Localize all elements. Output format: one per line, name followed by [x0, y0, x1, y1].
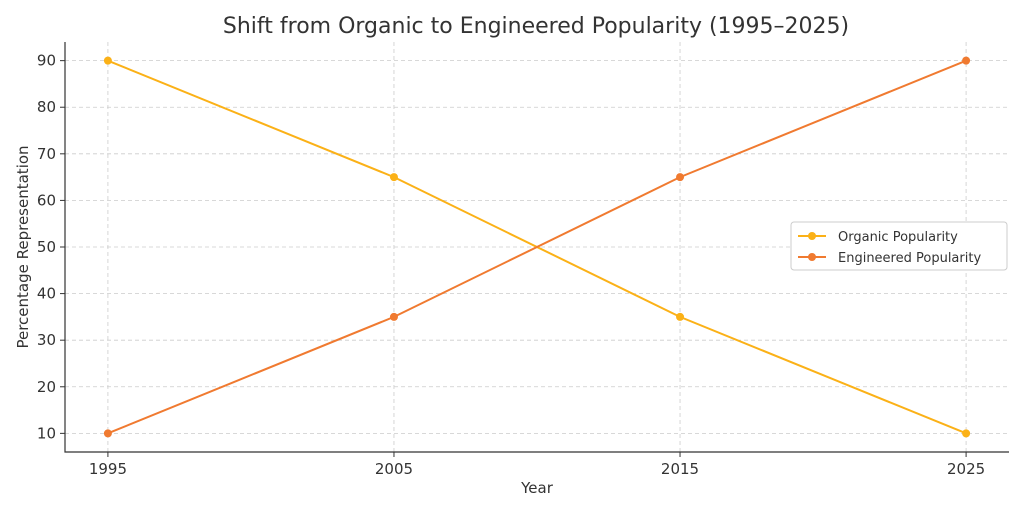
- legend-label: Engineered Popularity: [838, 251, 981, 266]
- data-point: [676, 312, 685, 321]
- legend-label: Organic Popularity: [838, 230, 958, 245]
- y-tick-label: 30: [37, 331, 56, 349]
- data-point: [389, 312, 398, 321]
- legend-item: Engineered Popularity: [798, 251, 981, 266]
- data-point: [962, 429, 971, 438]
- y-tick-label: 40: [37, 285, 56, 303]
- y-tick-label: 10: [37, 424, 56, 442]
- series-layer: [103, 56, 971, 438]
- data-point: [103, 56, 112, 65]
- y-tick-label: 50: [37, 238, 56, 256]
- data-point: [962, 56, 971, 65]
- y-axis-label: Percentage Representation: [14, 145, 32, 348]
- x-tick-label: 2025: [947, 460, 985, 478]
- y-tick-label: 60: [37, 191, 56, 209]
- x-axis-label: Year: [520, 479, 554, 497]
- data-point: [389, 173, 398, 182]
- x-tick-label: 1995: [89, 460, 127, 478]
- series-engineered: [103, 56, 971, 438]
- x-tick-label: 2015: [661, 460, 699, 478]
- y-tick-label: 70: [37, 145, 56, 163]
- y-tick-labels: 10 20 30 40 50 60 70 80 90: [37, 52, 65, 442]
- legend-marker: [808, 253, 816, 261]
- series-line: [107, 59, 967, 435]
- legend-item: Organic Popularity: [798, 230, 958, 245]
- axis-spines: [64, 42, 1009, 453]
- legend: Organic Popularity Engineered Popularity: [790, 221, 1008, 271]
- y-tick-label: 80: [37, 98, 56, 116]
- data-point: [103, 429, 112, 438]
- chart-title: Shift from Organic to Engineered Popular…: [223, 14, 849, 39]
- x-tick-labels: 1995 2005 2015 2025: [89, 452, 985, 478]
- legend-box: [790, 221, 1008, 271]
- x-tick-label: 2005: [375, 460, 413, 478]
- y-tick-label: 90: [37, 52, 56, 70]
- legend-marker: [808, 232, 816, 240]
- data-point: [676, 173, 685, 182]
- y-tick-label: 20: [37, 378, 56, 396]
